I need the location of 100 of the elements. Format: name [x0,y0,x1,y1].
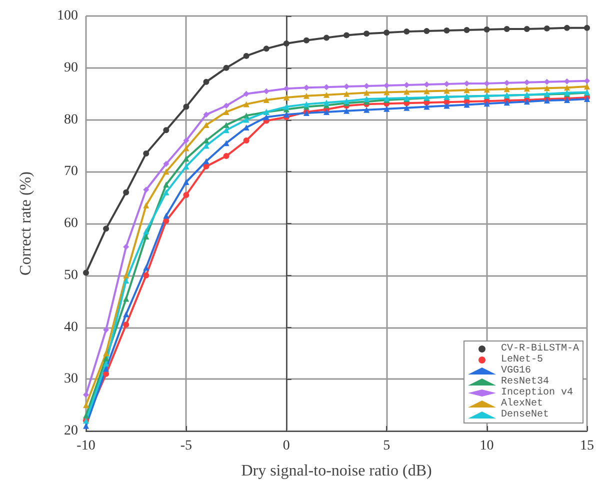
point [364,30,370,37]
point [323,34,330,41]
y-tick-label: 60 [64,216,78,231]
point [183,104,190,110]
point [484,26,490,32]
point [504,26,510,32]
point [544,25,550,32]
point [103,360,110,367]
y-tick-label: 40 [64,320,78,335]
point [243,138,250,144]
point [344,108,350,114]
point [103,226,110,232]
point [364,106,370,113]
point [143,202,150,208]
point [183,163,190,170]
point [384,89,390,96]
point [223,102,230,109]
y-tick-label: 70 [64,164,78,180]
point [444,102,450,109]
point [283,112,290,118]
point [584,24,590,31]
point [83,392,89,398]
point [143,228,150,234]
point [103,326,110,333]
point [444,88,450,94]
point [103,350,110,356]
point [364,96,370,102]
legend-label: ResNet34 [500,376,550,388]
point [123,311,130,318]
point [464,27,470,34]
point [404,88,410,95]
point [504,86,510,92]
point [83,402,89,408]
point [524,86,530,92]
y-axis-title: Correct rate (%) [18,172,34,276]
point [223,64,230,71]
point [123,272,130,278]
y-tick-label: 30 [64,372,78,387]
point [123,244,130,250]
point [323,108,330,115]
point [564,24,570,31]
legend-label: CV-R-BiLSTM-A [500,342,580,354]
point [243,101,250,108]
point [183,179,190,185]
point [263,97,270,104]
y-tick-label: 100 [57,8,78,24]
point [584,84,590,90]
point [303,37,310,44]
x-tick-label: 5 [383,438,390,454]
y-tick-label: 20 [64,424,78,438]
point [203,112,210,118]
point [223,127,230,134]
point [243,90,250,97]
point [464,87,470,94]
point [303,101,310,108]
point [143,150,150,156]
point [123,189,130,196]
x-tick-label: 0 [282,438,290,454]
point [123,278,130,284]
y-tick-label: 50 [64,268,78,283]
x-tick-label: -10 [76,438,96,454]
point [83,412,89,418]
point [183,145,190,152]
point [183,192,190,198]
point [484,100,490,107]
point [223,153,230,160]
point [223,108,230,115]
point [424,104,430,110]
point [444,28,450,34]
point [344,90,350,97]
x-tick-label: 15 [580,438,594,454]
point [424,88,430,94]
point [464,102,470,108]
point [143,272,150,278]
y-tick-label: 80 [64,112,78,128]
point [364,90,370,96]
point [424,28,430,34]
point [384,30,390,36]
legend-label: Inception v4 [500,386,574,398]
legend-label: LeNet-5 [500,354,544,366]
point [123,296,130,302]
point [303,92,310,99]
point [123,322,130,328]
point [143,186,150,193]
point [263,46,270,52]
point [183,138,190,144]
point [163,127,170,134]
legend-label: DenseNet [500,410,550,420]
legend-label: AlexNet [500,398,544,410]
point [163,212,170,219]
point [283,94,290,100]
point [544,85,550,92]
point [524,26,530,32]
x-axis-title: Dry signal-to-noise ratio (dB) [241,462,432,480]
point [243,52,250,59]
point [183,156,190,162]
point [163,160,170,167]
point [83,270,89,276]
point [283,40,290,46]
point [163,189,170,196]
